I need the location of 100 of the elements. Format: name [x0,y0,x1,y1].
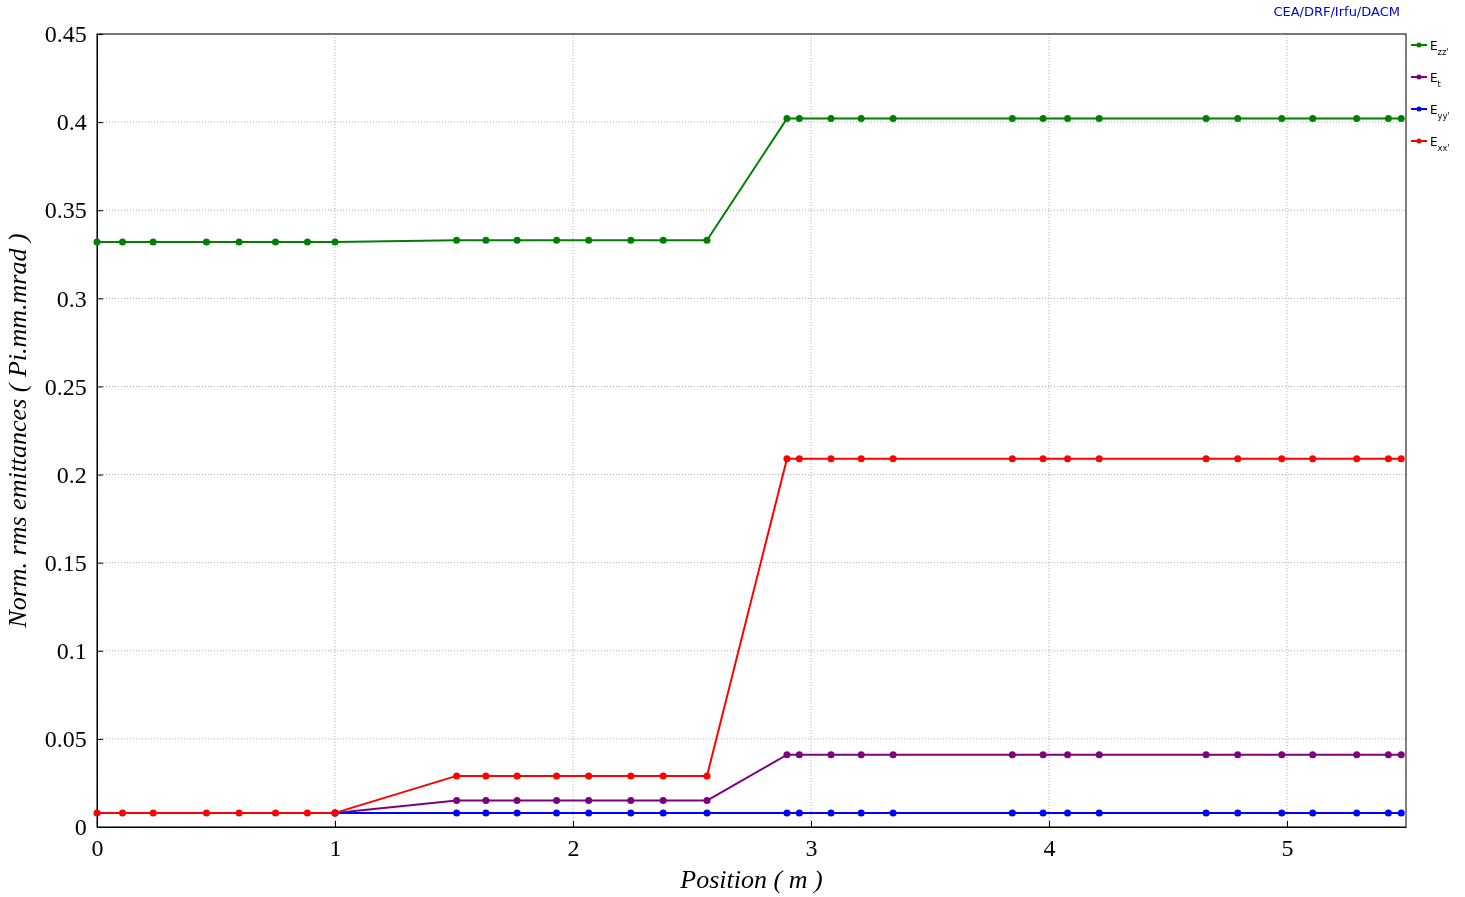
point [627,772,635,780]
point [118,238,126,246]
point [553,772,561,780]
x-tick-label: 4 [1043,835,1056,862]
point [795,809,803,817]
legend-label: E$_{zz'}$ [1430,39,1449,57]
point [1202,115,1210,123]
point [149,238,157,246]
point [827,751,835,759]
point [857,455,865,463]
y-tick-label: 0.05 [44,726,87,753]
point [93,238,101,246]
point [827,809,835,817]
point [1008,455,1016,463]
x-tick-label: 0 [91,835,104,862]
point [585,809,593,817]
point [1039,455,1047,463]
point [1397,115,1405,123]
point [1095,115,1103,123]
point [1095,455,1103,463]
point [513,772,521,780]
point [795,455,803,463]
y-tick-label: 0.2 [56,461,87,488]
legend-label: E$_{yy'}$ [1430,103,1450,121]
point [272,809,279,817]
point [1234,751,1242,759]
x-tick-label: 1 [329,835,342,862]
y-tick-label: 0 [74,814,87,841]
point [118,809,126,817]
point [1202,809,1210,817]
point [659,236,667,244]
point [1353,809,1361,817]
point [1353,115,1361,123]
point [857,115,865,123]
point [1064,809,1072,817]
point [1039,751,1047,759]
point [1234,809,1242,817]
point [1278,751,1286,759]
point [1397,809,1405,817]
legend-label: E$_{t}$ [1430,71,1442,89]
point [827,455,835,463]
point [627,236,635,244]
y-tick-label: 0.15 [44,549,87,576]
point [272,238,279,246]
point [1384,809,1392,817]
point [1384,115,1392,123]
point [553,797,561,805]
point [149,809,157,817]
y-tick-label: 0.25 [44,373,87,400]
point [1353,455,1361,463]
y-tick-label: 0.4 [56,109,87,136]
point [1278,455,1286,463]
x-tick-label: 3 [805,835,818,862]
point [1309,751,1317,759]
point [783,115,791,123]
point [659,772,667,780]
point [703,772,711,780]
point [1064,115,1072,123]
y-tick-label: 0.45 [44,21,87,48]
point [889,751,897,759]
point [1234,115,1242,123]
point [303,238,311,246]
point [1384,751,1392,759]
point [482,236,490,244]
point [513,797,521,805]
point [1384,455,1392,463]
point [1234,455,1242,463]
text: CEA/DRF/Irfu/DACM [1273,4,1400,19]
point [1039,115,1047,123]
point [1309,455,1317,463]
point [1309,115,1317,123]
point [783,809,791,817]
point [1202,455,1210,463]
point [1353,751,1361,759]
point [453,772,461,780]
point [1008,115,1016,123]
point [1278,115,1286,123]
point [93,809,101,817]
point [1397,751,1405,759]
point [795,115,803,123]
point [482,772,490,780]
y-tick-label: 0.35 [44,197,87,224]
point [889,455,897,463]
point [827,115,835,123]
x-tick-label: 2 [567,835,580,862]
point [235,809,243,817]
y-tick-label: 0.1 [56,637,87,664]
point [1202,751,1210,759]
point [857,809,865,817]
point [303,809,311,817]
point [889,115,897,123]
point [513,809,521,817]
point [482,797,490,805]
point [889,809,897,817]
x-tick-label: 5 [1281,835,1294,862]
y-tick-label: 0.3 [56,285,87,312]
point [703,809,711,817]
y-axis-title: Norm. rms emittances ( Pi.mm.mrad ) [3,233,32,629]
point [585,797,593,805]
point [1278,809,1286,817]
